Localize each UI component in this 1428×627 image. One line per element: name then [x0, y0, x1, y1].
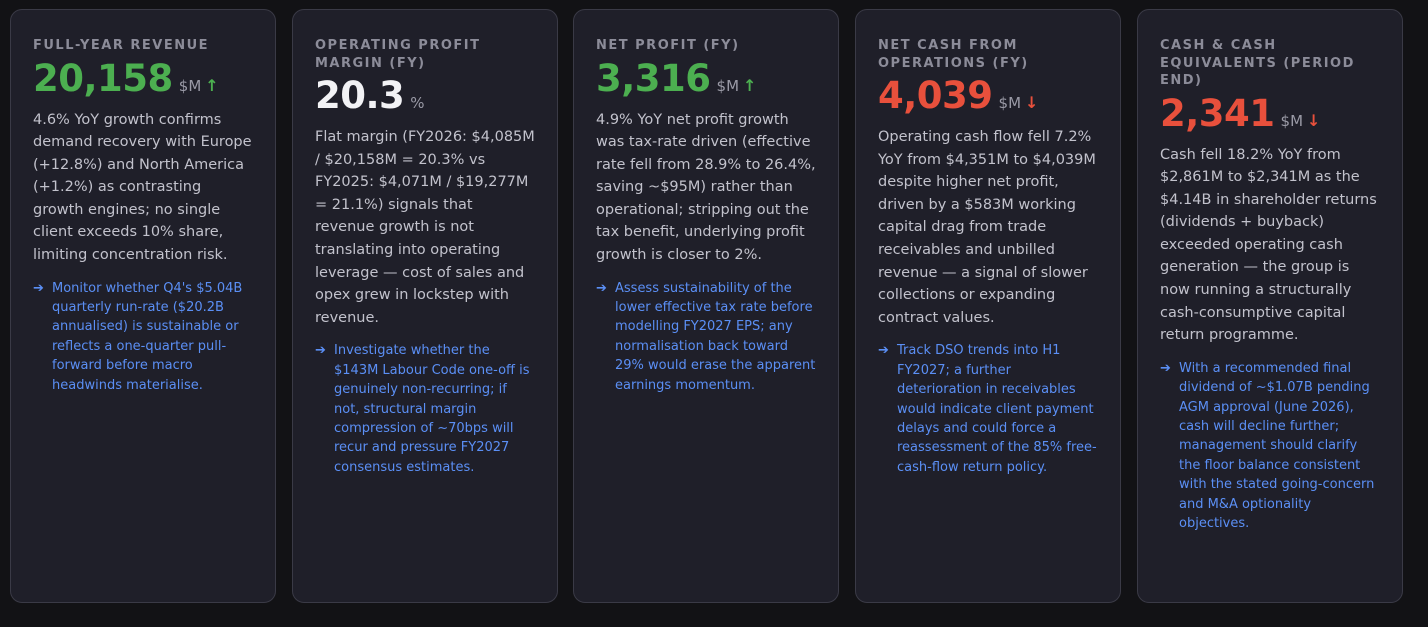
kpi-description: Flat margin (FY2026: $4,085M / $20,158M …: [315, 129, 535, 326]
kpi-description: 4.6% YoY growth confirms demand recovery…: [33, 111, 252, 264]
arrow-right-icon: ➔: [1160, 360, 1171, 376]
kpi-value: 4,039: [878, 74, 993, 117]
kpi-value-row: 20,158 $M ↑: [33, 57, 253, 101]
kpi-card-revenue: FULL-YEAR REVENUE 20,158 $M ↑ 4.6% YoY g…: [10, 9, 276, 603]
kpi-unit: %: [410, 94, 425, 112]
kpi-value-row: 20.3 %: [315, 74, 535, 118]
kpi-description: Operating cash flow fell 7.2% YoY from $…: [878, 129, 1096, 326]
arrow-right-icon: ➔: [596, 280, 607, 296]
recommendation-text: Track DSO trends into H1 FY2027; a furth…: [897, 343, 1097, 475]
recommendation-text: Investigate whether the $143M Labour Cod…: [334, 343, 530, 475]
kpi-recommendation: ➔ With a recommended final dividend of ~…: [1160, 359, 1380, 534]
kpi-recommendation: ➔ Assess sustainability of the lower eff…: [596, 279, 816, 395]
trend-down-icon: ↓: [1307, 110, 1321, 130]
kpi-card-cash-equivalents: CASH & CASH EQUIVALENTS (PERIOD END) 2,3…: [1137, 9, 1403, 603]
trend-down-icon: ↓: [1025, 93, 1039, 112]
kpi-unit: $M: [716, 76, 740, 95]
arrow-right-icon: ➔: [315, 343, 326, 359]
kpi-value: 20.3: [315, 74, 405, 117]
trend-up-icon: ↑: [743, 75, 757, 95]
kpi-card-operating-margin: OPERATING PROFIT MARGIN (FY) 20.3 % Flat…: [292, 9, 558, 603]
kpi-card-net-profit: NET PROFIT (FY) 3,316 $M ↑ 4.9% YoY net …: [573, 9, 839, 603]
kpi-label: FULL-YEAR REVENUE: [33, 38, 210, 53]
kpi-description: Cash fell 18.2% YoY from $2,861M to $2,3…: [1160, 146, 1377, 344]
kpi-recommendation: ➔ Monitor whether Q4's $5.04B quarterly …: [33, 279, 253, 395]
kpi-label: NET PROFIT (FY): [596, 38, 740, 53]
kpi-value: 20,158: [33, 56, 173, 100]
recommendation-text: Assess sustainability of the lower effec…: [615, 280, 816, 393]
kpi-unit: $M: [178, 76, 202, 95]
recommendation-text: With a recommended final dividend of ~$1…: [1179, 360, 1375, 532]
kpi-unit: $M: [998, 94, 1022, 112]
kpi-label: NET CASH FROM OPERATIONS (FY): [878, 38, 1029, 71]
kpi-description: 4.9% YoY net profit growth was tax-rate …: [596, 111, 816, 264]
kpi-value: 3,316: [596, 56, 711, 100]
kpi-label: OPERATING PROFIT MARGIN (FY): [315, 38, 481, 71]
kpi-recommendation: ➔ Investigate whether the $143M Labour C…: [315, 341, 535, 477]
kpi-value-row: 3,316 $M ↑: [596, 57, 816, 101]
kpi-value-row: 2,341 $M ↓: [1160, 92, 1380, 136]
recommendation-text: Monitor whether Q4's $5.04B quarterly ru…: [52, 280, 243, 393]
arrow-right-icon: ➔: [33, 280, 44, 296]
kpi-value-row: 4,039 $M ↓: [878, 74, 1098, 118]
kpi-recommendation: ➔ Track DSO trends into H1 FY2027; a fur…: [878, 341, 1098, 477]
trend-up-icon: ↑: [205, 75, 219, 95]
kpi-value: 2,341: [1160, 91, 1275, 135]
kpi-label: CASH & CASH EQUIVALENTS (PERIOD END): [1160, 38, 1355, 88]
kpi-card-operating-cash: NET CASH FROM OPERATIONS (FY) 4,039 $M ↓…: [855, 9, 1121, 603]
kpi-unit: $M: [1280, 111, 1304, 130]
arrow-right-icon: ➔: [878, 343, 889, 359]
